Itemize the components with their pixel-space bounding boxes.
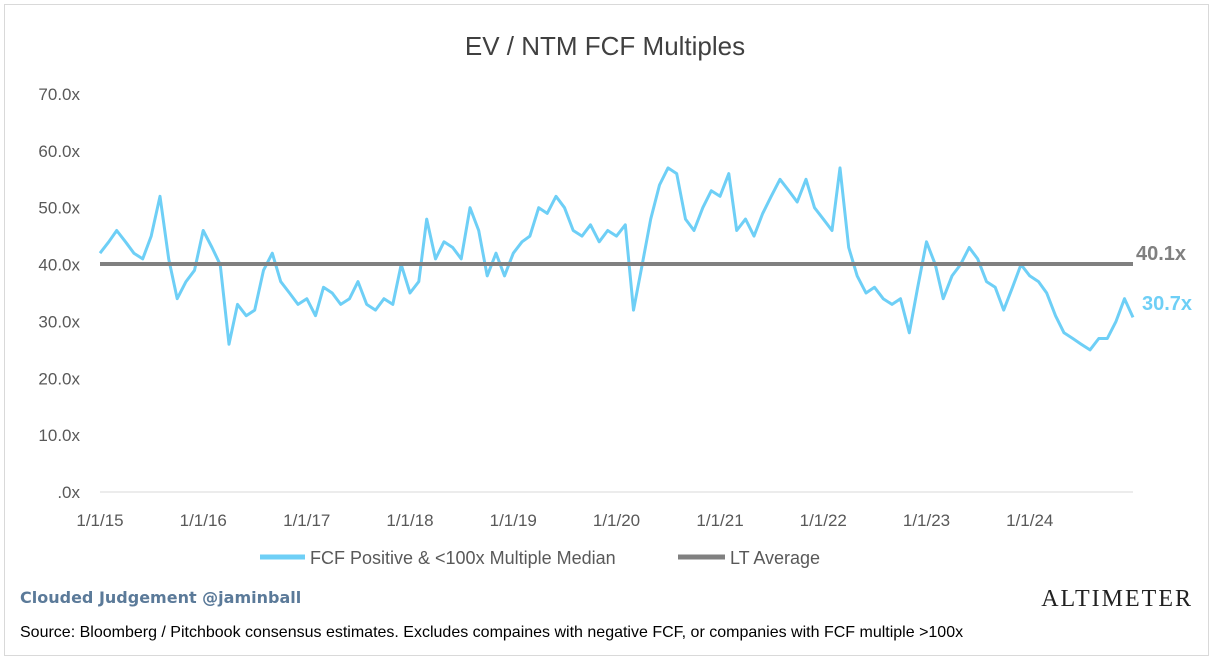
y-tick-label: 20.0x	[38, 369, 80, 388]
y-tick-label: 30.0x	[38, 312, 80, 331]
x-tick-label: 1/1/19	[490, 511, 537, 530]
end-label-lt-average: 40.1x	[1136, 243, 1186, 265]
y-tick-label: 60.0x	[38, 142, 80, 161]
source-note: Source: Bloomberg / Pitchbook consensus …	[20, 624, 964, 641]
x-tick-label: 1/1/20	[593, 511, 640, 530]
series-line-fcf-median	[98, 166, 1135, 352]
y-axis-labels: .0x 10.0x 20.0x 30.0x 40.0x 50.0x 60.0x 70.0x	[38, 85, 80, 502]
end-label-fcf-median: 30.7x	[1142, 293, 1192, 315]
brand-logo: ALTIMETER	[1041, 586, 1193, 612]
x-tick-label: 1/1/16	[180, 511, 227, 530]
y-tick-label: .0x	[57, 483, 80, 502]
legend: FCF Positive & <100x Multiple Median LT …	[260, 548, 820, 568]
y-tick-label: 50.0x	[38, 199, 80, 218]
legend-label-fcf-median: FCF Positive & <100x Multiple Median	[310, 548, 616, 568]
chart-title: EV / NTM FCF Multiples	[465, 31, 745, 61]
x-tick-label: 1/1/18	[386, 511, 433, 530]
chart-frame	[4, 4, 1209, 656]
x-tick-label: 1/1/15	[76, 511, 123, 530]
x-tick-label: 1/1/17	[283, 511, 330, 530]
x-tick-label: 1/1/24	[1006, 511, 1053, 530]
x-axis-labels: 1/1/15 1/1/16 1/1/17 1/1/18 1/1/19 1/1/20 1/1/…	[76, 511, 1053, 530]
y-tick-label: 40.0x	[38, 256, 80, 275]
x-tick-label: 1/1/21	[696, 511, 743, 530]
y-tick-label: 70.0x	[38, 85, 80, 104]
x-tick-label: 1/1/22	[800, 511, 847, 530]
y-tick-label: 10.0x	[38, 426, 80, 445]
x-tick-label: 1/1/23	[903, 511, 950, 530]
legend-label-lt-average: LT Average	[730, 548, 820, 568]
credit-text: Clouded Judgement @jaminball	[20, 588, 302, 607]
